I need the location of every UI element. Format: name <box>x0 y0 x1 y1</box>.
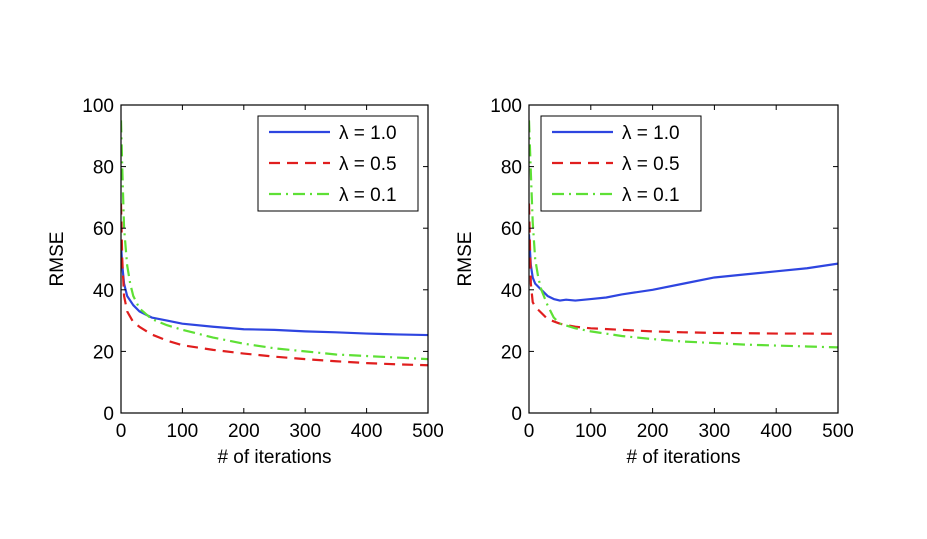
x-tick-label: 500 <box>412 421 444 442</box>
legend: λ = 1.0 λ = 0.5 λ = 0.1 <box>257 115 419 212</box>
y-axis-label: RMSE <box>47 232 68 287</box>
series-line-1 <box>121 243 428 337</box>
y-tick-label: 100 <box>82 96 114 117</box>
y-tick-label: 80 <box>93 158 114 179</box>
chart-panel-1: 0 100 200 300 400 500 0 20 40 60 80 100 # of iterati… <box>47 96 444 468</box>
x-tick-label: 200 <box>228 421 260 442</box>
y-tick-label: 40 <box>93 281 114 302</box>
x-tick-label: 0 <box>116 421 127 442</box>
chart-panel-2: 0 100 200 300 400 500 0 20 40 60 80 100 # of iterati… <box>455 96 854 468</box>
series-line-1 <box>529 234 838 302</box>
y-tick-label: 80 <box>501 158 522 179</box>
legend-label-1: λ = 1.0 <box>622 123 680 144</box>
y-tick-label: 60 <box>501 219 522 240</box>
series-line-3 <box>529 120 838 349</box>
x-tick-label: 300 <box>699 421 731 442</box>
x-tick-label: 100 <box>167 421 199 442</box>
plot-frame <box>528 104 839 414</box>
y-tick-label: 100 <box>490 96 522 117</box>
x-axis-label: # of iterations <box>626 447 740 468</box>
y-tick-label: 20 <box>93 342 114 363</box>
x-tick-label: 100 <box>575 421 607 442</box>
x-tick-label: 500 <box>822 421 854 442</box>
series-line-2 <box>121 203 428 367</box>
legend: λ = 1.0 λ = 0.5 λ = 0.1 <box>540 115 702 212</box>
legend-label-1: λ = 1.0 <box>339 123 397 144</box>
x-tick-label: 400 <box>351 421 383 442</box>
series-line-2 <box>529 203 838 335</box>
x-tick-label: 400 <box>760 421 792 442</box>
x-tick-label: 0 <box>524 421 535 442</box>
series-line-3 <box>121 120 428 361</box>
y-tick-label: 0 <box>511 404 522 425</box>
y-tick-label: 20 <box>501 342 522 363</box>
x-axis-label: # of iterations <box>217 447 331 468</box>
legend-label-3: λ = 0.1 <box>339 185 397 206</box>
y-tick-label: 60 <box>93 219 114 240</box>
x-tick-label: 200 <box>637 421 669 442</box>
legend-label-3: λ = 0.1 <box>622 185 680 206</box>
plot-frame <box>120 104 429 414</box>
y-tick-label: 40 <box>501 281 522 302</box>
x-tick-label: 300 <box>289 421 321 442</box>
y-tick-label: 0 <box>103 404 114 425</box>
legend-label-2: λ = 0.5 <box>339 154 397 175</box>
legend-label-2: λ = 0.5 <box>622 154 680 175</box>
y-axis-label: RMSE <box>455 232 476 287</box>
